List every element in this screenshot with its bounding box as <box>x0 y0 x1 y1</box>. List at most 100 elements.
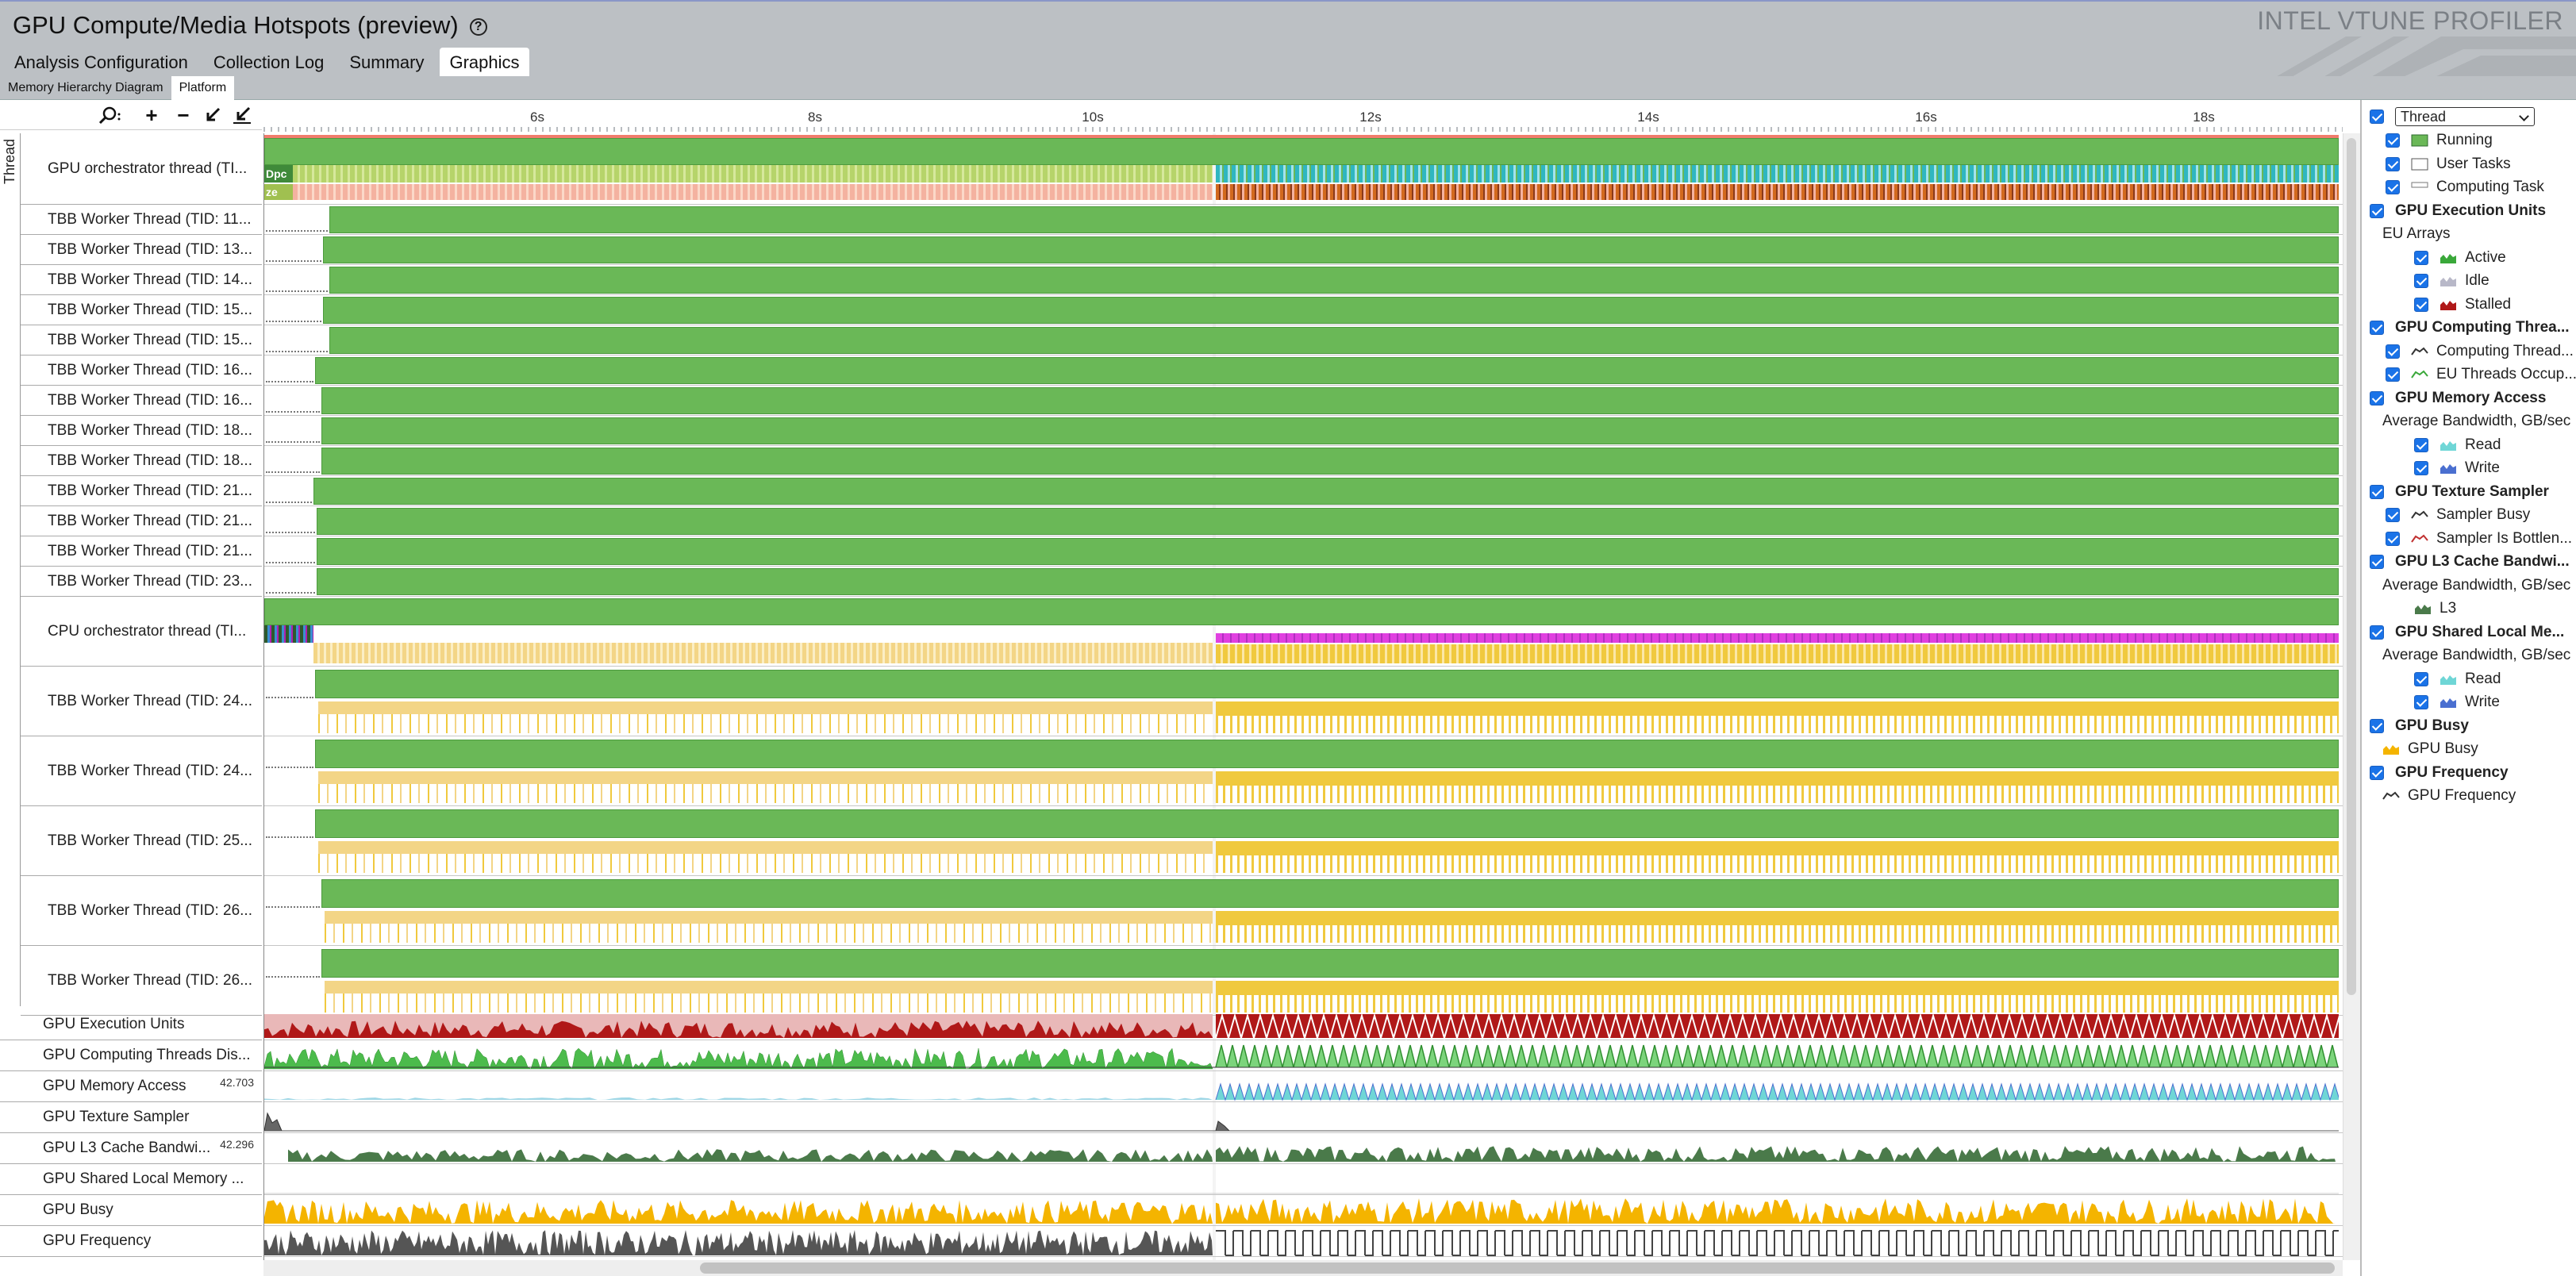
horizontal-scrollbar[interactable] <box>263 1260 2343 1276</box>
legend-checkbox[interactable] <box>2370 555 2384 569</box>
gpu-track-label[interactable]: GPU Busy <box>0 1195 262 1226</box>
help-icon[interactable]: ? <box>469 18 487 36</box>
running-segment[interactable] <box>317 538 2339 565</box>
legend-checkbox[interactable] <box>2414 671 2428 686</box>
cpu-time-strip[interactable] <box>1216 771 2339 803</box>
computing-task-strip[interactable] <box>293 184 1213 200</box>
tab-summary[interactable]: Summary <box>349 52 425 72</box>
gpu-track[interactable] <box>263 1102 2343 1133</box>
cpu-time-strip[interactable] <box>313 643 1213 663</box>
legend-checkbox[interactable] <box>2386 508 2400 522</box>
running-segment[interactable] <box>317 568 2339 595</box>
time-ruler[interactable]: 6s 8s 10s 12s 14s 16s 18s <box>263 100 2343 132</box>
legend-checkbox[interactable] <box>2370 484 2384 499</box>
cpu-time-strip[interactable] <box>1216 701 2339 733</box>
thread-row-label[interactable]: TBB Worker Thread (TID: 21... <box>21 476 262 506</box>
vertical-scrollbar-thumb[interactable] <box>2347 138 2356 995</box>
running-segment[interactable] <box>323 236 2339 263</box>
cpu-time-strip[interactable] <box>318 771 1213 803</box>
thread-track[interactable] <box>264 235 2343 265</box>
gpu-track-label[interactable]: GPU Shared Local Memory ... <box>0 1164 262 1195</box>
legend-checkbox[interactable] <box>2386 133 2400 148</box>
running-segment[interactable] <box>315 740 2339 768</box>
user-task-strip[interactable] <box>293 165 1213 183</box>
thread-row-label[interactable]: TBB Worker Thread (TID: 13... <box>21 235 262 265</box>
gpu-track[interactable] <box>264 1133 2343 1164</box>
running-segment[interactable] <box>321 879 2339 908</box>
running-segment[interactable] <box>321 448 2339 475</box>
thread-track[interactable] <box>264 325 2343 356</box>
legend-checkbox[interactable] <box>2370 390 2384 405</box>
thread-row-label[interactable]: TBB Worker Thread (TID: 25... <box>21 806 262 876</box>
cpu-time-strip[interactable] <box>1216 911 2339 943</box>
thread-track[interactable] <box>264 536 2343 567</box>
gpu-track[interactable] <box>264 1164 2343 1195</box>
legend-checkbox[interactable] <box>2386 367 2400 382</box>
thread-row-label[interactable]: TBB Worker Thread (TID: 14... <box>21 265 262 295</box>
thread-row-label[interactable]: TBB Worker Thread (TID: 21... <box>21 536 262 567</box>
running-segment[interactable] <box>329 267 2339 294</box>
thread-track[interactable] <box>264 476 2343 506</box>
legend-checkbox[interactable] <box>2414 297 2428 312</box>
thread-track[interactable] <box>264 667 2343 736</box>
thread-track[interactable] <box>264 265 2343 295</box>
legend-checkbox[interactable] <box>2370 765 2384 780</box>
running-segment[interactable] <box>329 206 2339 233</box>
legend-checkbox[interactable] <box>2386 156 2400 171</box>
thread-row-label[interactable]: TBB Worker Thread (TID: 15... <box>21 295 262 325</box>
user-task-strip[interactable] <box>1216 165 2339 183</box>
thread-row-label[interactable]: TBB Worker Thread (TID: 11... <box>21 205 262 235</box>
thread-track[interactable] <box>264 946 2343 1016</box>
legend-item[interactable]: GPU Memory Access <box>2370 386 2546 410</box>
thread-track[interactable] <box>264 597 2343 667</box>
thread-track[interactable] <box>264 567 2343 597</box>
legend-item[interactable]: Computing Task <box>2386 175 2544 199</box>
thread-row-label[interactable]: TBB Worker Thread (TID: 24... <box>21 667 262 736</box>
running-segment[interactable] <box>315 357 2339 384</box>
thread-track[interactable] <box>264 295 2343 325</box>
legend-checkbox[interactable] <box>2370 718 2384 733</box>
legend-item[interactable]: Write <box>2414 456 2500 480</box>
legend-item[interactable]: Stalled <box>2414 293 2511 317</box>
thread-track[interactable] <box>264 736 2343 806</box>
legend-item[interactable]: Read <box>2414 667 2501 691</box>
reset-zoom-icon[interactable] <box>230 105 254 125</box>
legend-checkbox[interactable] <box>2414 695 2428 709</box>
gpu-track[interactable] <box>264 1226 2351 1257</box>
legend-checkbox[interactable] <box>2370 625 2384 640</box>
computing-task-strip[interactable] <box>1216 184 2339 200</box>
thread-track[interactable] <box>264 386 2343 416</box>
legend-item[interactable]: GPU Busy <box>2370 714 2469 738</box>
cpu-time-strip[interactable] <box>1216 981 2339 1013</box>
cpu-time-strip[interactable] <box>318 701 1213 733</box>
zoom-out-icon[interactable]: − <box>177 103 190 127</box>
legend-item[interactable]: GPU Execution Units <box>2370 199 2546 223</box>
gpu-track-label[interactable]: GPU Texture Sampler <box>0 1102 262 1133</box>
thread-track[interactable] <box>264 806 2343 876</box>
cpu-time-strip[interactable] <box>1216 841 2339 873</box>
legend-item[interactable]: GPU L3 Cache Bandwi... <box>2370 550 2570 574</box>
tab-platform[interactable]: Platform <box>171 76 235 100</box>
thread-track[interactable]: Dpc ze <box>264 133 2343 205</box>
thread-row-label[interactable]: TBB Worker Thread (TID: 24... <box>21 736 262 806</box>
gpu-track-label[interactable]: GPU Frequency <box>0 1226 262 1257</box>
running-segment[interactable] <box>315 670 2339 698</box>
legend-item[interactable]: GPU Texture Sampler <box>2370 480 2549 504</box>
legend-checkbox[interactable] <box>2370 110 2384 124</box>
gpu-track-label[interactable]: GPU Computing Threads Dis... <box>0 1040 262 1071</box>
legend-item[interactable]: Write <box>2414 690 2500 714</box>
thread-select[interactable]: Thread <box>2395 107 2535 126</box>
legend-checkbox[interactable] <box>2414 274 2428 288</box>
gpu-track[interactable] <box>264 1195 2343 1226</box>
legend-checkbox[interactable] <box>2414 437 2428 452</box>
cpu-time-strip[interactable] <box>1216 644 2339 663</box>
thread-row-label[interactable]: TBB Worker Thread (TID: 23... <box>21 567 262 597</box>
thread-track[interactable] <box>264 506 2343 536</box>
legend-checkbox[interactable] <box>2414 250 2428 265</box>
legend-item[interactable]: Sampler Busy <box>2386 503 2530 527</box>
legend-item[interactable]: Computing Thread... <box>2386 340 2574 363</box>
thread-row-label[interactable]: GPU orchestrator thread (TI... <box>21 133 262 205</box>
thread-row-label[interactable]: TBB Worker Thread (TID: 15... <box>21 325 262 356</box>
thread-track[interactable] <box>264 446 2343 476</box>
task-strip[interactable] <box>264 625 313 643</box>
